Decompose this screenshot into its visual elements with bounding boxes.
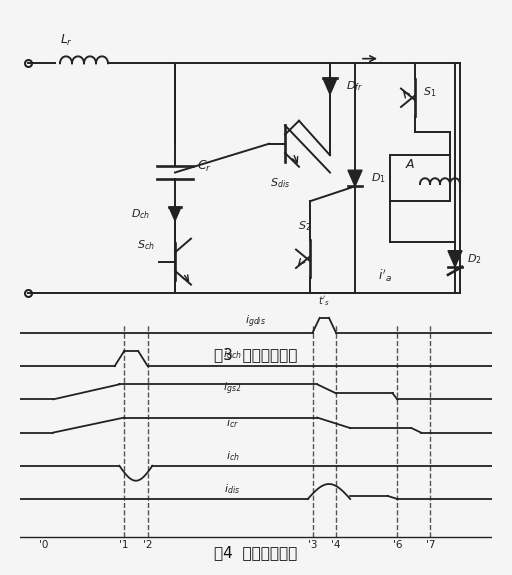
Text: 图3  基本工作原理: 图3 基本工作原理	[215, 347, 297, 362]
Text: $i_{gch}$: $i_{gch}$	[223, 347, 242, 363]
Text: $L_r$: $L_r$	[60, 33, 74, 48]
Text: '1: '1	[119, 540, 129, 550]
Text: $S_1$: $S_1$	[423, 85, 436, 99]
Text: $i_{ch}$: $i_{ch}$	[226, 450, 239, 463]
Text: $S_{ch}$: $S_{ch}$	[137, 239, 155, 252]
Text: $D_1$: $D_1$	[371, 171, 386, 185]
Polygon shape	[348, 170, 362, 186]
Text: $C_r$: $C_r$	[197, 159, 212, 174]
Text: $i'_a$: $i'_a$	[378, 268, 392, 284]
Bar	[390, 155, 450, 201]
Text: $S_{dis}$: $S_{dis}$	[270, 176, 290, 190]
Polygon shape	[448, 251, 462, 267]
Text: $D_2$: $D_2$	[467, 252, 482, 266]
Text: $S_2$: $S_2$	[298, 220, 312, 233]
Text: $i_{cr}$: $i_{cr}$	[226, 416, 239, 430]
Text: $i_{dis}$: $i_{dis}$	[224, 482, 241, 496]
Polygon shape	[169, 207, 181, 221]
Text: $D_{fr}$: $D_{fr}$	[346, 79, 363, 93]
Text: $D_{ch}$: $D_{ch}$	[131, 207, 150, 221]
Text: '0: '0	[39, 540, 49, 550]
Text: $i_{gs2}$: $i_{gs2}$	[223, 381, 242, 397]
Text: '6: '6	[393, 540, 402, 550]
Text: $t'_s$: $t'_s$	[318, 294, 330, 308]
Text: 图4  电路基本波形: 图4 电路基本波形	[215, 546, 297, 561]
Text: '7: '7	[425, 540, 435, 550]
Text: A: A	[406, 158, 414, 171]
Text: '2: '2	[143, 540, 153, 550]
Text: $i_{gdis}$: $i_{gdis}$	[245, 314, 267, 331]
Text: '3: '3	[308, 540, 317, 550]
Polygon shape	[323, 78, 337, 94]
Text: '4: '4	[331, 540, 341, 550]
